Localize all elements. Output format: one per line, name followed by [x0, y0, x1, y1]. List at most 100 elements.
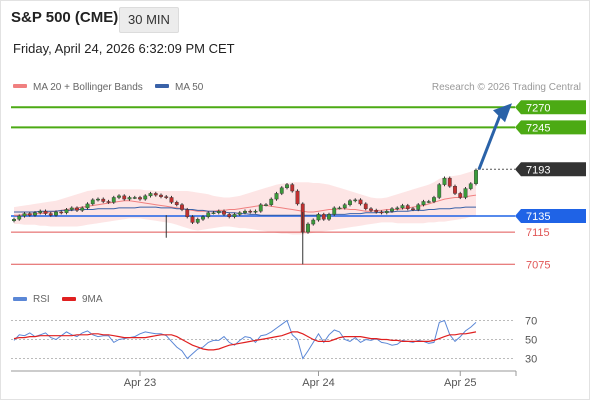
candle-body — [274, 193, 279, 200]
candle-body — [38, 210, 43, 213]
candle-body — [337, 207, 342, 210]
rsi-legend: RSI 9MA — [13, 294, 103, 305]
candle-body — [227, 214, 232, 217]
candle-body — [59, 211, 64, 214]
candle-body — [421, 201, 426, 205]
candle-body — [416, 204, 421, 210]
chart-datetime: Friday, April 24, 2026 6:32:09 PM CET — [13, 41, 235, 56]
candle-body — [321, 214, 326, 220]
ma50-legend-label: MA 50 — [175, 82, 204, 93]
level-label-7193: 7193 — [526, 164, 550, 176]
rsi-panel: 70 50 30 — [11, 316, 537, 366]
candle-body — [211, 212, 216, 214]
level-tags: 7270 7245 7193 7135 7115 7075 — [515, 100, 586, 271]
candle-body — [258, 204, 263, 212]
candle-body — [442, 177, 447, 185]
candle-body — [458, 193, 463, 198]
rsi-tick-label: 70 — [525, 316, 537, 328]
candle-body — [106, 201, 111, 203]
interval-button[interactable]: 30 MIN — [119, 7, 179, 33]
rsi-line — [13, 319, 477, 360]
candle-body — [395, 207, 400, 210]
rsi-legend-label: RSI — [33, 294, 50, 305]
candle-body — [232, 214, 237, 217]
candle-body — [400, 205, 405, 209]
time-axis-label: Apr 23 — [124, 377, 156, 389]
candle-body — [127, 197, 132, 200]
candle-body — [54, 211, 58, 216]
candle-body — [384, 210, 389, 213]
candle-body — [285, 184, 289, 189]
candle-body — [185, 209, 190, 217]
level-label-7135: 7135 — [526, 211, 550, 223]
candle-body — [248, 210, 253, 213]
ma50-legend-swatch — [155, 84, 169, 88]
candle-body — [453, 185, 457, 194]
candle-body — [264, 204, 268, 206]
candle-body — [27, 213, 32, 216]
candle-body — [311, 219, 316, 225]
candle-body — [195, 219, 200, 223]
candle-body — [426, 201, 431, 203]
candle-body — [80, 207, 85, 211]
candle-body — [216, 210, 221, 213]
candle-body — [237, 212, 242, 215]
time-axis-label: Apr 25 — [444, 377, 476, 389]
candle-body — [90, 199, 95, 205]
candle-body — [379, 211, 384, 214]
candle-body — [358, 199, 363, 205]
level-tag-7193 — [515, 162, 586, 177]
candle-body — [138, 197, 142, 200]
candle-body — [169, 197, 174, 203]
candle-body — [17, 215, 22, 220]
candle-body — [243, 210, 247, 213]
candle-body — [374, 210, 379, 213]
candle-body — [222, 210, 226, 215]
rsi-tick-label: 50 — [525, 335, 537, 347]
rsi-legend-swatch — [13, 297, 27, 301]
candle-body — [96, 198, 100, 201]
candle-body — [411, 208, 415, 210]
candle-body — [206, 212, 211, 217]
level-label-7270: 7270 — [526, 102, 550, 114]
candle-body — [269, 198, 274, 205]
level-label-7075: 7075 — [526, 259, 550, 271]
projection-arrow — [477, 103, 512, 170]
candle-body — [132, 197, 137, 199]
candle-body — [290, 184, 295, 192]
ma9-legend-label: 9MA — [82, 294, 103, 305]
candle-body — [279, 187, 284, 194]
candle-body — [180, 204, 184, 210]
candle-body — [432, 197, 436, 202]
level-tag-7245 — [515, 120, 586, 135]
credit-text: Research © 2026 Trading Central — [432, 82, 581, 93]
candle-body — [143, 195, 148, 200]
price-levels — [11, 106, 515, 265]
candle-body — [33, 212, 37, 216]
rsi-ma-line — [13, 331, 477, 351]
candle-body — [69, 207, 74, 210]
candle-body — [468, 183, 473, 189]
candle-body — [201, 216, 205, 220]
candle-body — [437, 184, 442, 198]
candle-body — [327, 214, 331, 220]
candle-body — [353, 199, 358, 202]
candle-body — [405, 205, 410, 209]
candle-body — [342, 204, 347, 209]
candle-body — [64, 209, 69, 213]
level-label-7245: 7245 — [526, 122, 550, 134]
level-tag-7135 — [515, 208, 586, 223]
level-tag-7270 — [515, 100, 586, 115]
candle-body — [111, 197, 116, 203]
candle-body — [75, 207, 79, 211]
level-label-7115: 7115 — [526, 227, 550, 239]
candle-body — [22, 213, 27, 217]
projection-arrow-shaft — [477, 114, 502, 170]
candle-body — [12, 219, 16, 222]
rsi-tick-label: 30 — [525, 354, 537, 366]
candles — [12, 168, 478, 265]
candle-body — [159, 194, 163, 197]
candle-body — [190, 216, 195, 223]
candle-body — [101, 198, 106, 202]
